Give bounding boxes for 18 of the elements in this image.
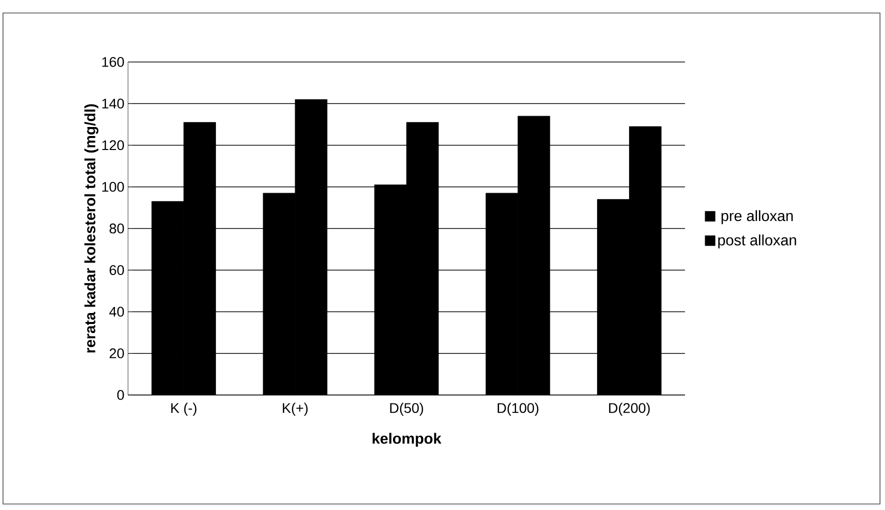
y-axis-title: rerata kadar kolesterol total (mg/dl) (84, 104, 98, 352)
legend-label: post alloxan (718, 234, 796, 248)
y-tick-label: 0 (117, 390, 124, 400)
y-tick-label: 100 (102, 182, 124, 192)
legend-label: pre alloxan (722, 210, 793, 224)
y-tick-label: 40 (109, 306, 124, 317)
y-tick-label: 20 (110, 348, 124, 358)
x-tick-label: K(+) (282, 402, 308, 416)
x-axis-title: kelompok (372, 432, 442, 447)
x-tick-label: D(50) (390, 402, 424, 416)
y-tick-label: 140 (102, 98, 124, 109)
y-tick-label: 80 (110, 224, 124, 234)
x-tick-label: K (-) (171, 402, 196, 416)
y-tick-label: 160 (102, 57, 124, 67)
x-tick-label: D(200) (609, 402, 650, 416)
y-tick-label: 120 (102, 140, 124, 150)
y-tick-label: 60 (110, 265, 124, 276)
x-tick-label: D(100) (498, 402, 538, 416)
